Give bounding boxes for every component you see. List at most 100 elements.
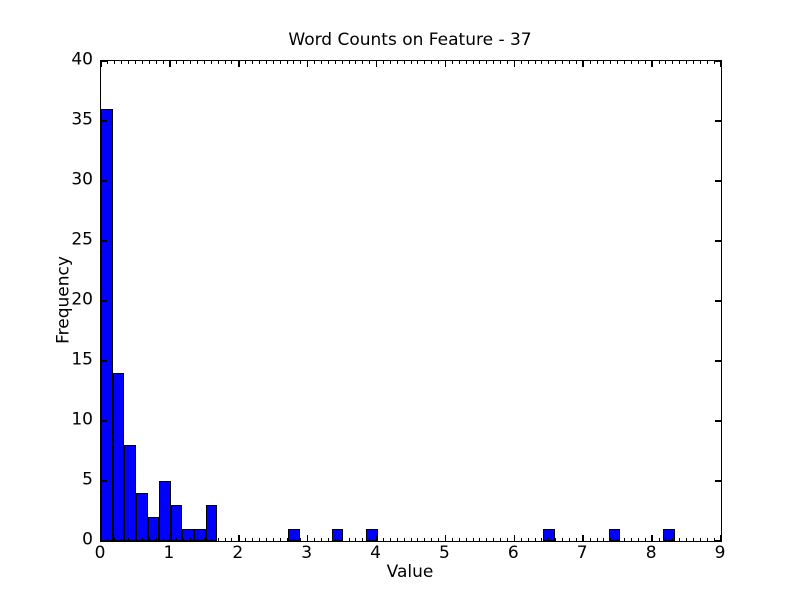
histogram-bar <box>159 481 171 541</box>
x-major-tick <box>651 61 653 67</box>
x-tick-label: 6 <box>507 543 519 563</box>
x-minor-tick <box>548 61 550 64</box>
x-minor-tick <box>369 538 371 541</box>
x-minor-tick <box>658 538 660 541</box>
x-major-tick <box>100 61 102 67</box>
x-major-tick <box>100 535 102 541</box>
x-minor-tick <box>479 538 481 541</box>
y-major-tick <box>101 540 107 542</box>
y-major-tick <box>715 120 721 122</box>
x-minor-tick <box>286 538 288 541</box>
histogram-bar <box>608 529 621 541</box>
x-tick-label: 4 <box>370 543 381 563</box>
x-minor-tick <box>389 61 391 64</box>
x-major-tick <box>651 535 653 541</box>
x-minor-tick <box>555 61 557 64</box>
x-minor-tick <box>121 538 123 541</box>
x-minor-tick <box>713 61 715 64</box>
x-minor-tick <box>114 538 116 541</box>
x-minor-tick <box>155 61 157 64</box>
x-minor-tick <box>314 61 316 64</box>
x-minor-tick <box>231 61 233 64</box>
x-minor-tick <box>341 61 343 64</box>
y-major-tick <box>101 60 107 62</box>
x-minor-tick <box>231 538 233 541</box>
x-minor-tick <box>534 61 536 64</box>
x-major-tick <box>238 535 240 541</box>
x-minor-tick <box>644 538 646 541</box>
y-major-tick <box>715 60 721 62</box>
x-minor-tick <box>520 538 522 541</box>
x-minor-tick <box>217 61 219 64</box>
x-minor-tick <box>493 538 495 541</box>
x-minor-tick <box>286 61 288 64</box>
x-minor-tick <box>183 61 185 64</box>
x-minor-tick <box>334 61 336 64</box>
x-minor-tick <box>699 538 701 541</box>
x-minor-tick <box>362 538 364 541</box>
histogram-bar <box>331 529 344 541</box>
x-major-tick <box>582 61 584 67</box>
y-major-tick <box>715 480 721 482</box>
x-minor-tick <box>314 538 316 541</box>
x-minor-tick <box>637 61 639 64</box>
x-minor-tick <box>410 61 412 64</box>
x-minor-tick <box>217 538 219 541</box>
x-minor-tick <box>520 61 522 64</box>
x-minor-tick <box>692 61 694 64</box>
x-minor-tick <box>348 538 350 541</box>
x-minor-tick <box>617 61 619 64</box>
x-minor-tick <box>320 538 322 541</box>
y-tick-label: 40 <box>71 49 93 70</box>
x-minor-tick <box>424 538 426 541</box>
x-minor-tick <box>548 538 550 541</box>
x-minor-tick <box>500 61 502 64</box>
x-major-tick <box>720 61 722 67</box>
x-minor-tick <box>672 538 674 541</box>
x-tick-label: 9 <box>714 543 726 563</box>
x-minor-tick <box>568 61 570 64</box>
x-minor-tick <box>293 61 295 64</box>
y-tick-label: 20 <box>71 289 93 310</box>
x-minor-tick <box>224 538 226 541</box>
x-minor-tick <box>644 61 646 64</box>
ticks-layer <box>100 60 722 542</box>
x-minor-tick <box>458 538 460 541</box>
x-minor-tick <box>562 538 564 541</box>
x-minor-tick <box>210 538 212 541</box>
x-minor-tick <box>134 61 136 64</box>
x-minor-tick <box>686 538 688 541</box>
x-minor-tick <box>431 538 433 541</box>
x-axis-label: Value <box>386 562 434 582</box>
x-minor-tick <box>665 61 667 64</box>
x-minor-tick <box>382 61 384 64</box>
x-minor-tick <box>617 538 619 541</box>
x-minor-tick <box>493 61 495 64</box>
x-major-tick <box>444 535 447 541</box>
x-minor-tick <box>596 538 598 541</box>
x-minor-tick <box>134 538 136 541</box>
x-tick-label: 8 <box>645 543 657 563</box>
x-minor-tick <box>107 538 109 541</box>
histogram-bar <box>663 529 675 541</box>
y-major-tick <box>715 300 721 302</box>
x-minor-tick <box>348 61 350 64</box>
x-minor-tick <box>451 538 453 541</box>
y-tick-label: 10 <box>71 409 93 430</box>
x-major-tick <box>375 535 378 541</box>
x-minor-tick <box>293 538 295 541</box>
x-minor-tick <box>658 61 660 64</box>
x-minor-tick <box>431 61 433 64</box>
x-minor-tick <box>527 538 529 541</box>
x-tick-label: 0 <box>94 543 106 563</box>
x-major-tick <box>306 61 309 67</box>
x-minor-tick <box>438 61 440 64</box>
x-minor-tick <box>589 61 591 64</box>
histogram-bar <box>194 529 206 541</box>
histogram-bar <box>112 373 125 541</box>
x-minor-tick <box>334 538 336 541</box>
y-major-tick <box>715 240 721 242</box>
x-minor-tick <box>713 538 715 541</box>
x-minor-tick <box>355 538 357 541</box>
y-tick-label: 15 <box>71 349 93 370</box>
